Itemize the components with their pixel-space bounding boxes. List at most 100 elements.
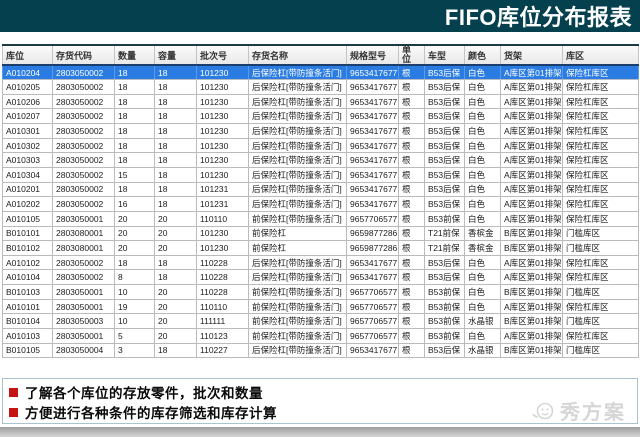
table-cell: 白色 (464, 210, 501, 227)
column-header[interactable]: 存货代码 (52, 44, 115, 66)
table-row[interactable]: A010206 2803050002 18 18 101230 后保险杠[带防撞条活门] 9… (2, 93, 639, 110)
table-cell: 2803080001 (52, 225, 115, 242)
table-cell: 8 (114, 269, 155, 286)
table-row[interactable]: A010205 2803050002 18 18 101230 后保险杠[带防撞条活门] 9… (2, 79, 639, 95)
table-cell: 101231 (196, 181, 249, 198)
table-cell: 根 (398, 166, 425, 183)
table-cell: A010302 (2, 137, 53, 154)
table-row[interactable]: B010104 2803050003 10 20 111111 前保险杠[带防撞条活门] 9… (2, 313, 639, 330)
bullet-text: 了解各个库位的存放零件，批次和数量 (25, 386, 263, 401)
table-cell: B010105 (2, 342, 53, 359)
table-cell: 20 (154, 284, 197, 300)
column-header[interactable]: 规格型号 (346, 44, 399, 66)
table-cell: 18 (114, 79, 155, 95)
table-cell: A库区第01排架 (500, 152, 563, 168)
table-cell: 根 (398, 225, 425, 242)
table-row[interactable]: A010202 2803050002 16 18 101231 后保险杠[带防撞条活门] 9… (2, 196, 639, 212)
table-cell: 后保险杠[带防撞条活门] (248, 181, 347, 198)
table-cell: 根 (398, 64, 425, 81)
column-header[interactable]: 数量 (114, 44, 155, 66)
table-cell: 白色 (464, 269, 501, 286)
table-cell: A010204 (2, 64, 53, 81)
table-row[interactable]: A010104 2803050002 8 18 110228 后保险杠[带防撞条活门] 96… (2, 269, 639, 286)
table-row[interactable]: B010102 2803080001 20 20 101230 前保险杠 965987728… (2, 240, 639, 256)
table-cell: B53后保 (424, 123, 465, 139)
table-cell: 后保险杠[带防撞条活门] (248, 93, 347, 110)
table-cell: 18 (154, 152, 197, 168)
table-cell: 2803050002 (52, 64, 115, 81)
column-header[interactable]: 颜色 (464, 44, 501, 66)
table-row[interactable]: A010304 2803050002 15 18 101230 后保险杠[带防撞条活门] 9… (2, 166, 639, 183)
table-cell: 2803080001 (52, 240, 115, 256)
table-row[interactable]: A010201 2803050002 18 18 101231 后保险杠[带防撞条活门] 9… (2, 181, 639, 198)
table-row[interactable]: A010301 2803050002 18 18 101230 后保险杠[带防撞条活门] 9… (2, 123, 639, 139)
watermark-text: 秀方案 (560, 402, 626, 424)
table-cell: 110123 (196, 328, 249, 344)
table-cell: 2803050001 (52, 284, 115, 300)
column-header[interactable]: 库位 (2, 44, 53, 66)
table-cell: B53后保 (424, 166, 465, 183)
table-cell: 白色 (464, 166, 501, 183)
table-row[interactable]: B010101 2803080001 20 20 101230 前保险杠 965987728… (2, 225, 639, 242)
table-cell: A库区第01排架 (500, 93, 563, 110)
table-row[interactable]: A010204 2803050002 18 18 101230 后保险杠[带防撞条活门] 9… (2, 64, 639, 81)
table-cell: B53后保 (424, 79, 465, 95)
table-cell: 前保险杠 (248, 225, 347, 242)
table-cell: A010207 (2, 108, 53, 125)
table-cell: B010103 (2, 284, 53, 300)
column-header[interactable]: 货架 (500, 44, 563, 66)
table-row[interactable]: A010102 2803050002 18 18 110228 后保险杠[带防撞条活门] 9… (2, 254, 639, 271)
column-header[interactable]: 容量 (154, 44, 197, 66)
watermark: 秀方案 (531, 396, 626, 425)
table-cell: A库区第01排架 (500, 269, 563, 286)
table-cell: 18 (154, 79, 197, 95)
table-row[interactable]: A010103 2803050001 5 20 110123 前保险杠[带防撞条活门] 96… (2, 328, 639, 344)
table-cell: 香槟金 (464, 225, 501, 242)
table-cell: 9657706577 (346, 298, 399, 315)
table-cell: B库区第01排架 (500, 313, 563, 330)
table-row[interactable]: B010105 2803050004 3 18 110227 后保险杠[带防撞条活门] 96… (2, 342, 639, 359)
table-row[interactable]: A010302 2803050002 18 18 101230 后保险杠[带防撞条活门] 9… (2, 137, 639, 154)
table-row[interactable]: A010105 2803050001 20 20 110110 前保险杠[带防撞条活门] 9… (2, 210, 639, 227)
table-row[interactable]: B010103 2803050001 10 20 110228 前保险杠[带防撞条活门] 9… (2, 284, 639, 300)
column-header[interactable]: 单位 (398, 44, 425, 66)
table-cell: 后保险杠[带防撞条活门] (248, 166, 347, 183)
table-row[interactable]: A010303 2803050002 18 18 101230 后保险杠[带防撞条活门] 9… (2, 152, 639, 168)
table-header-row: 库位 存货代码 数量 容量 批次号 存货名称 规格型号 单位 车型 颜色 货架 库区 (2, 44, 639, 66)
table-cell: 后保险杠[带防撞条活门] (248, 196, 347, 212)
bullet-square-icon (9, 387, 18, 397)
table-cell: B53后保 (424, 181, 465, 198)
table-cell: 9653417677 (346, 108, 399, 125)
bullet-line: 了解各个库位的存放零件，批次和数量 (9, 382, 631, 402)
table-cell: 根 (398, 342, 425, 359)
table-cell: 门槛库区 (562, 313, 639, 330)
table-cell: 保险杠库区 (562, 64, 639, 81)
column-header[interactable]: 批次号 (196, 44, 249, 66)
table-cell: T21前保 (424, 225, 465, 242)
table-cell: 18 (154, 137, 197, 154)
table-cell: 16 (114, 196, 155, 212)
table-cell: 前保险杠 (248, 240, 347, 256)
bullet-square-icon (9, 407, 18, 417)
table-row[interactable]: A010207 2803050002 18 18 101230 后保险杠[带防撞条活门] 9… (2, 108, 639, 125)
table-cell: 9659877286 (346, 225, 399, 242)
table-cell: 18 (154, 342, 197, 359)
column-header[interactable]: 库区 (562, 44, 639, 66)
column-header[interactable]: 存货名称 (248, 44, 347, 66)
table-cell: B53前保 (424, 210, 465, 227)
table-cell: 9653417677 (346, 166, 399, 183)
table-cell: 111111 (196, 313, 249, 330)
table-cell: 前保险杠[带防撞条活门] (248, 210, 347, 227)
table-cell: 5 (114, 328, 155, 344)
table-cell: A库区第01排架 (500, 196, 563, 212)
table-cell: 根 (398, 152, 425, 168)
table-cell: 白色 (464, 64, 501, 81)
column-header[interactable]: 车型 (424, 44, 465, 66)
table-cell: A010201 (2, 181, 53, 198)
table-cell: B010102 (2, 240, 53, 256)
notes-box: 了解各个库位的存放零件，批次和数量 方便进行各种条件的库存筛选和库存计算 (2, 378, 638, 424)
table-cell: B53后保 (424, 137, 465, 154)
table-cell: B53后保 (424, 108, 465, 125)
table-cell: B53前保 (424, 284, 465, 300)
table-row[interactable]: A010101 2803050001 19 20 110110 前保险杠[带防撞条活门] 9… (2, 298, 639, 315)
